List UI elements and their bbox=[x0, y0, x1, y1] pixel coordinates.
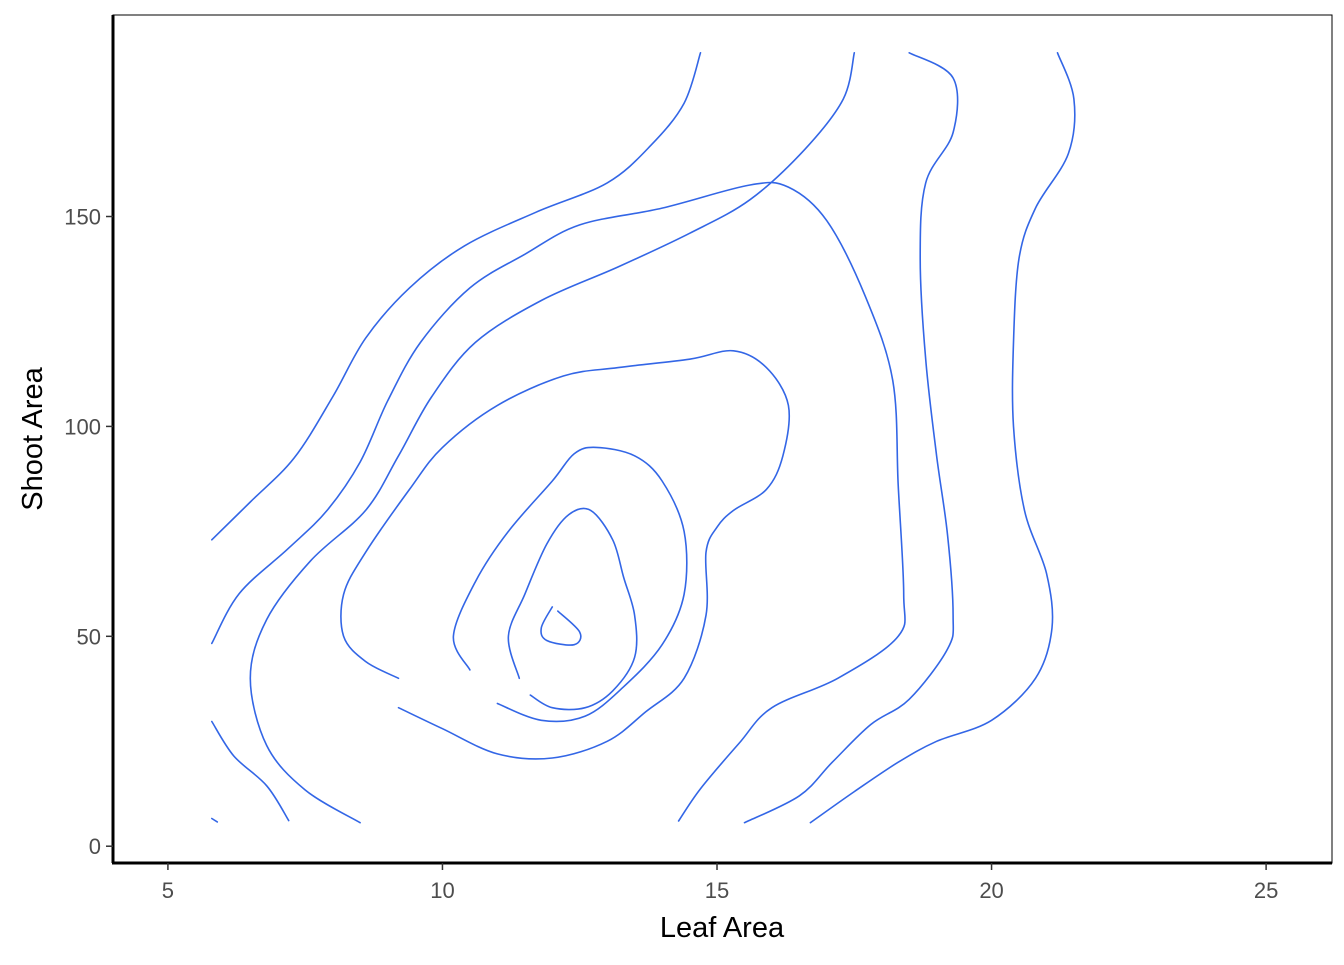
y-tick-label: 150 bbox=[64, 205, 101, 230]
x-tick-label: 20 bbox=[979, 878, 1003, 903]
x-tick-label: 25 bbox=[1254, 878, 1278, 903]
contour-line-10 bbox=[507, 507, 638, 711]
contour-line-6 bbox=[743, 52, 959, 824]
y-axis-ticks: 0 50 100 150 bbox=[64, 205, 113, 859]
contour-line-3 bbox=[211, 181, 906, 822]
contour-line-2 bbox=[211, 720, 290, 822]
contour-line-4 bbox=[211, 52, 702, 541]
x-axis-ticks: 5 10 15 20 25 bbox=[162, 863, 1278, 903]
contour-line-7 bbox=[809, 52, 1076, 824]
y-tick-label: 100 bbox=[64, 414, 101, 439]
contour-lines bbox=[211, 52, 1076, 824]
contour-line-5 bbox=[249, 52, 856, 824]
x-tick-label: 10 bbox=[430, 878, 454, 903]
contour-line-9 bbox=[452, 446, 688, 723]
y-tick-label: 50 bbox=[77, 624, 101, 649]
contour-line-1 bbox=[211, 817, 219, 823]
y-axis-title: Shoot Area bbox=[17, 366, 49, 510]
x-tick-label: 5 bbox=[162, 878, 174, 903]
contour-line-11 bbox=[540, 606, 582, 646]
x-axis-title: Leaf Area bbox=[660, 912, 785, 944]
x-tick-label: 15 bbox=[705, 878, 729, 903]
plot-panel bbox=[112, 14, 1333, 864]
contour-line-8 bbox=[340, 349, 790, 760]
y-tick-label: 0 bbox=[89, 834, 101, 859]
